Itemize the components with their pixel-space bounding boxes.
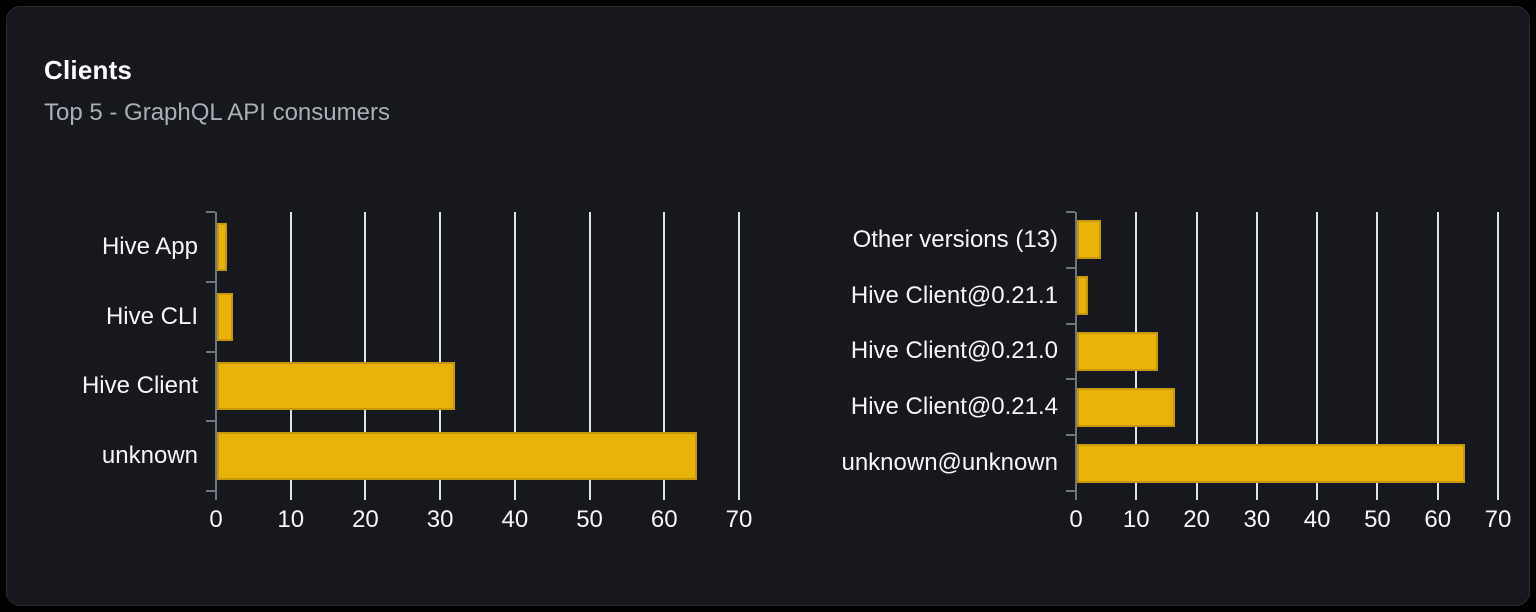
gridline [1376,212,1379,500]
x-axis-tick-label: 70 [725,506,753,533]
gridline [1436,212,1439,500]
gridline [289,212,292,500]
x-axis-tick-label: 10 [277,506,305,533]
chart-bar[interactable] [217,362,455,410]
x-axis-tick-label: 10 [1122,506,1150,533]
category-label: Hive Client@0.21.4 [850,393,1058,421]
clients-by-name-chart: 0 10 20 30 40 50 60 70 Hive App Hive CLI Hive Clie… [44,211,756,552]
gridline [513,212,516,500]
x-axis-tick-label: 40 [501,506,529,533]
x-axis-tick-label: 0 [209,506,223,533]
x-axis-tick-label: 30 [1243,506,1271,533]
x-axis-tick-label: 30 [426,506,454,533]
gridline [1255,212,1258,500]
card-title: Clients [44,55,133,85]
category-label: unknown@unknown [841,449,1058,477]
chart-bar[interactable] [217,293,233,341]
y-axis-tick [206,490,215,492]
y-axis-tick [1066,267,1075,269]
gridline [1195,212,1198,500]
x-axis-tick-label: 60 [1424,506,1452,533]
y-axis-tick [206,351,215,353]
chart-bar[interactable] [1077,444,1465,483]
category-label: unknown [101,442,198,470]
y-axis-tick [1066,211,1075,213]
chart-bar[interactable] [1077,388,1175,427]
chart-bar[interactable] [217,432,697,480]
gridline [738,212,740,500]
y-axis-line [1075,212,1077,500]
x-axis-tick-label: 0 [1069,506,1083,533]
x-axis-tick-label: 20 [1183,506,1210,533]
gridline [364,212,367,500]
x-axis-tick-label: 70 [1484,506,1512,533]
category-label: Hive CLI [105,302,198,330]
x-axis-tick-label: 60 [650,506,678,533]
y-axis-tick [1066,323,1075,325]
chart-bar[interactable] [217,223,227,271]
category-label: Hive Client@0.21.1 [850,281,1058,309]
gridline [588,212,591,500]
chart-bar[interactable] [1077,276,1088,315]
y-axis-tick [206,420,215,422]
y-axis-line [215,212,217,500]
chart-bar[interactable] [1077,220,1101,259]
category-label: Hive App [101,232,198,260]
gridline [1316,212,1319,500]
card-subtitle: Top 5 - GraphQL API consumers [44,99,390,126]
category-label: Hive Client@0.21.0 [850,337,1058,365]
category-label: Hive Client [81,372,198,400]
y-axis-tick [1066,434,1075,436]
y-axis-tick [1066,490,1075,492]
x-axis-tick-label: 50 [576,506,603,533]
category-label: Other versions (13) [852,225,1058,253]
gridline [1497,212,1499,500]
y-axis-tick [1066,378,1075,380]
x-axis-tick-label: 40 [1303,506,1331,533]
y-axis-tick [206,211,215,213]
clients-card: Clients Top 5 - GraphQL API consumers 0 1… [6,6,1530,606]
chart-bar[interactable] [1077,332,1158,371]
gridline [439,212,442,500]
clients-by-version-chart: 0 10 20 30 40 50 60 70 Other versions (13) Hive C… [839,211,1527,552]
gridline [663,212,666,500]
x-axis-tick-label: 20 [352,506,379,533]
x-axis-tick-label: 50 [1364,506,1391,533]
y-axis-tick [206,281,215,283]
